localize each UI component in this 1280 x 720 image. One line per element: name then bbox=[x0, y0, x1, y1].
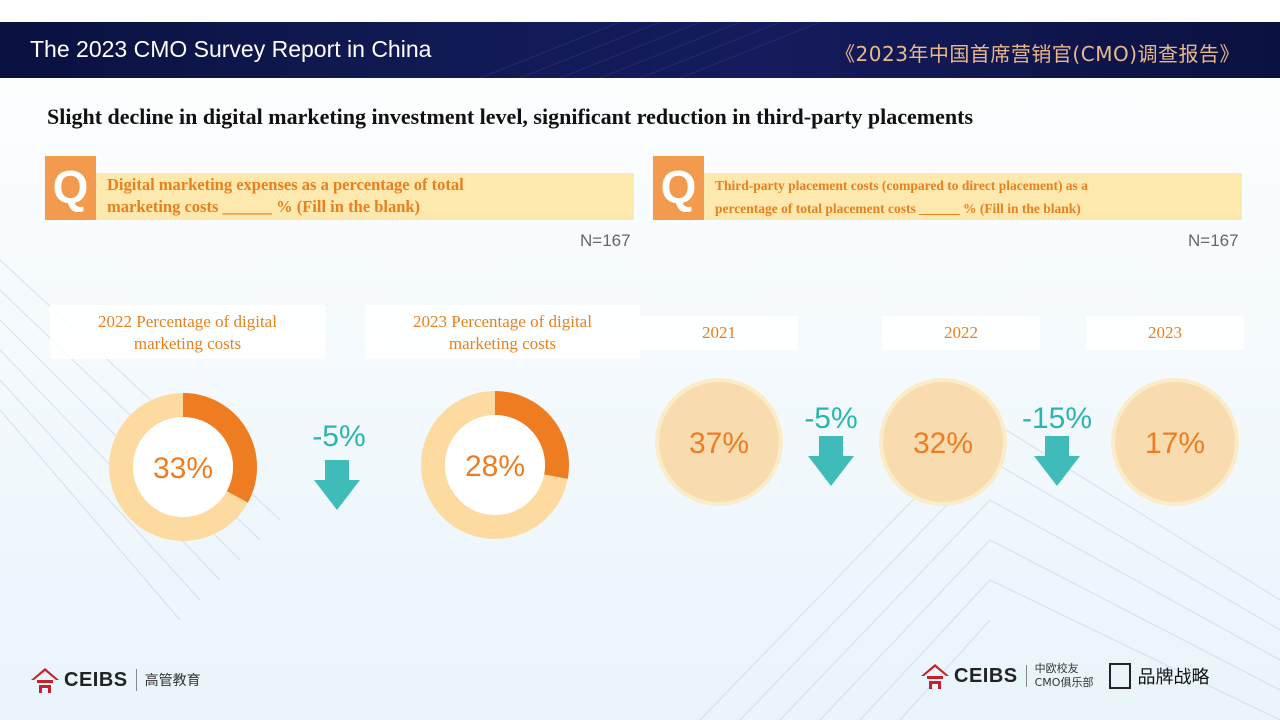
question-text: Third-party placement costs (compared to… bbox=[704, 173, 1242, 220]
change-label: -5% bbox=[804, 402, 857, 435]
ceibs-logo-icon bbox=[921, 664, 949, 689]
question-text: Digital marketing expenses as a percenta… bbox=[96, 173, 634, 220]
donut-label-line-2: marketing costs bbox=[448, 334, 557, 353]
year-label-2023: 2023 bbox=[1086, 316, 1244, 350]
donut-segment bbox=[494, 391, 569, 479]
donut-segment bbox=[182, 393, 257, 503]
bubble bbox=[883, 382, 1003, 502]
donut-hole bbox=[133, 417, 233, 517]
donut-label-line-1: 2022 Percentage of digital bbox=[98, 312, 277, 331]
year-label-2022: 2022 bbox=[882, 316, 1040, 350]
year-label-2021: 2021 bbox=[640, 316, 798, 350]
alumni-club-line-2: CMO俱乐部 bbox=[1034, 676, 1094, 689]
header-light-streaks bbox=[479, 22, 821, 78]
down-arrow-icon bbox=[808, 436, 854, 486]
footer-divider bbox=[1025, 665, 1027, 687]
header-banner: The 2023 CMO Survey Report in China 《202… bbox=[0, 22, 1280, 78]
report-title-cn: 《2023年中国首席营销官(CMO)调查报告》 bbox=[835, 42, 1240, 66]
bubble bbox=[659, 382, 779, 502]
down-arrow-icon bbox=[314, 460, 360, 510]
donut-label-line-1: 2023 Percentage of digital bbox=[413, 312, 592, 331]
donut-value-label: 28% bbox=[465, 450, 525, 483]
donut-hole bbox=[445, 415, 545, 515]
donut-label-line-2: marketing costs bbox=[133, 334, 242, 353]
brand-strategy-label: 品牌战略 bbox=[1137, 667, 1210, 688]
sample-size-label-2: N=167 bbox=[1188, 231, 1239, 250]
top-band bbox=[0, 0, 1280, 22]
change-label: -5% bbox=[312, 420, 365, 453]
bubble-value-label: 17% bbox=[1145, 427, 1205, 460]
page-title: Slight decline in digital marketing inve… bbox=[47, 104, 974, 129]
bubble-value-label: 32% bbox=[913, 427, 973, 460]
donut-label-2022: 2022 Percentage of digital marketing cos… bbox=[50, 305, 325, 359]
ceibs-wordmark: CEIBS bbox=[64, 668, 128, 691]
question-line-2: marketing costs ______ % (Fill in the bl… bbox=[107, 197, 421, 216]
donut-label-2023: 2023 Percentage of digital marketing cos… bbox=[365, 305, 640, 359]
sample-size-label-1: N=167 bbox=[580, 231, 631, 250]
brand-strategy-seal-icon bbox=[1109, 663, 1132, 689]
alumni-club-label: 中欧校友 CMO俱乐部 bbox=[1035, 662, 1094, 690]
footer-sub-label: 高管教育 bbox=[144, 673, 201, 689]
question-line-1: Digital marketing expenses as a percenta… bbox=[107, 175, 464, 194]
footer-right-logo: CEIBS 中欧校友 CMO俱乐部 品牌战略 bbox=[920, 662, 1209, 690]
donut-value-label: 33% bbox=[153, 452, 213, 485]
bubble bbox=[1115, 382, 1235, 502]
change-label: -15% bbox=[1022, 402, 1092, 435]
q-badge: Q bbox=[45, 156, 96, 220]
alumni-club-line-1: 中欧校友 bbox=[1034, 662, 1079, 675]
ceibs-logo-icon bbox=[31, 668, 59, 693]
footer-divider bbox=[135, 669, 137, 691]
q-badge: Q bbox=[653, 156, 704, 220]
footer-left-logo: CEIBS 高管教育 bbox=[30, 666, 201, 694]
question-line-2: percentage of total placement costs ____… bbox=[715, 201, 1081, 216]
report-title-en: The 2023 CMO Survey Report in China bbox=[30, 36, 432, 62]
question-box-1: Q Digital marketing expenses as a percen… bbox=[45, 156, 634, 220]
question-line-1: Third-party placement costs (compared to… bbox=[715, 178, 1088, 193]
ceibs-wordmark: CEIBS bbox=[954, 664, 1018, 687]
bubble-value-label: 37% bbox=[689, 427, 749, 460]
question-box-2: Q Third-party placement costs (compared … bbox=[653, 156, 1242, 220]
down-arrow-icon bbox=[1034, 436, 1080, 486]
